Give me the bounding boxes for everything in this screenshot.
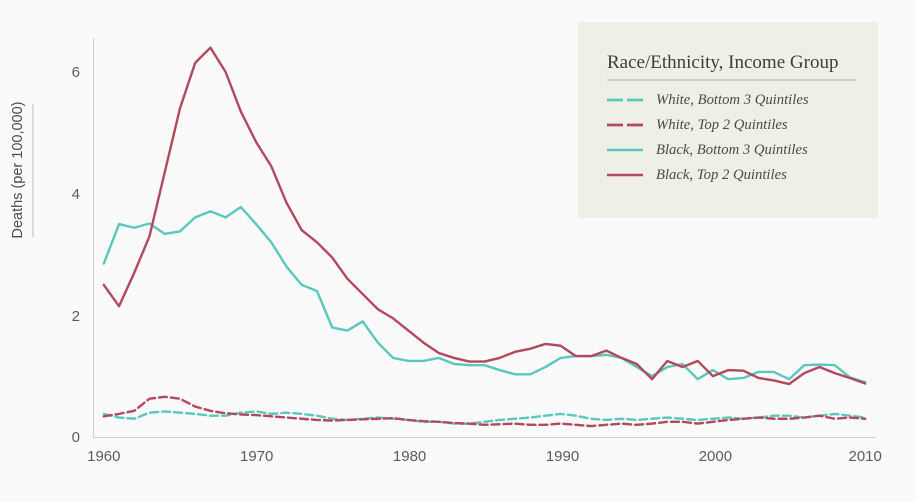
svg-text:0: 0 — [72, 429, 80, 446]
svg-text:Deaths (per 100,000): Deaths (per 100,000) — [10, 101, 26, 238]
svg-text:1980: 1980 — [393, 448, 426, 465]
svg-text:6: 6 — [72, 64, 80, 81]
svg-text:Race/Ethnicity, Income Group: Race/Ethnicity, Income Group — [607, 52, 838, 73]
svg-text:2000: 2000 — [699, 448, 732, 465]
svg-text:4: 4 — [72, 186, 80, 203]
svg-text:White, Bottom 3 Quintiles: White, Bottom 3 Quintiles — [656, 92, 809, 108]
svg-text:2010: 2010 — [849, 448, 882, 465]
svg-text:1960: 1960 — [87, 448, 120, 465]
svg-text:1990: 1990 — [546, 448, 579, 465]
svg-text:White, Top 2 Quintiles: White, Top 2 Quintiles — [656, 117, 788, 133]
svg-text:2: 2 — [72, 308, 80, 325]
svg-text:Black, Bottom 3 Quintiles: Black, Bottom 3 Quintiles — [656, 142, 808, 158]
svg-text:1970: 1970 — [240, 448, 273, 465]
svg-text:Black, Top 2 Quintiles: Black, Top 2 Quintiles — [656, 167, 787, 183]
